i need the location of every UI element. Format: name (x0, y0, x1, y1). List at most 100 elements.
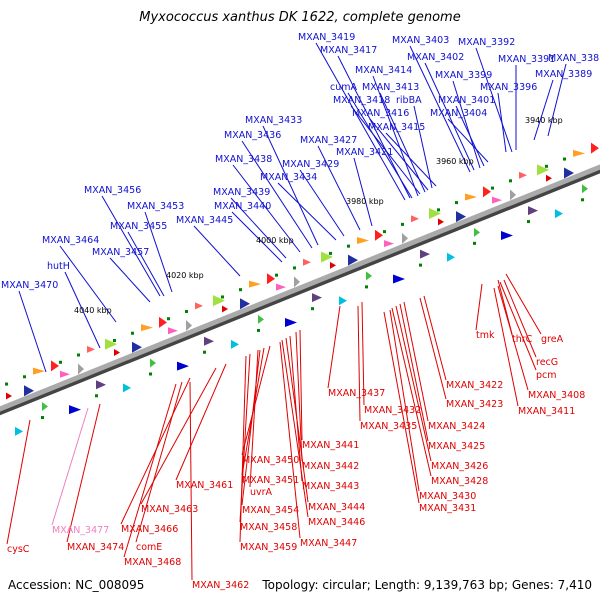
gene-label[interactable]: MXAN_3389 (535, 69, 592, 80)
leader-line (241, 349, 261, 506)
gene-label[interactable]: MXAN_3437 (328, 388, 385, 399)
gene-tile (69, 405, 81, 415)
gene-label[interactable]: MXAN_3434 (260, 172, 317, 183)
gene-label[interactable]: MXAN_3436 (224, 130, 281, 141)
gene-label[interactable]: MXAN_3413 (362, 82, 419, 93)
gene-label[interactable]: MXAN_3474 (67, 542, 124, 553)
gene-tile (537, 164, 549, 176)
gene-label[interactable]: MXAN_3459 (240, 542, 297, 553)
gene-label[interactable]: MXAN_3416 (352, 108, 409, 119)
gene-label[interactable]: MXAN_3399 (435, 70, 492, 81)
gene-tile (42, 402, 48, 412)
gene-label[interactable]: MXAN_3427 (300, 135, 357, 146)
gene-label[interactable]: MXAN_3442 (302, 461, 359, 472)
gene-label[interactable]: MXAN_3411 (518, 406, 575, 417)
gene-label[interactable]: hutH (47, 261, 70, 272)
gene-label[interactable]: MXAN_3408 (528, 390, 585, 401)
gene-label[interactable]: MXAN_3419 (298, 32, 355, 43)
leader-line (317, 145, 361, 231)
gene-label[interactable]: MXAN_3447 (300, 538, 357, 549)
gene-label[interactable]: cumA (330, 82, 357, 93)
gene-label[interactable]: MXAN_3430 (419, 491, 476, 502)
leader-line (497, 92, 507, 153)
gene-label[interactable]: MXAN_3470 (1, 280, 58, 291)
gene-label[interactable]: MXAN_3456 (84, 185, 141, 196)
leader-line (369, 118, 429, 191)
gene-label[interactable]: MXAN_3429 (282, 159, 339, 170)
gene-tile (528, 206, 538, 216)
gene-label[interactable]: MXAN_3424 (428, 421, 485, 432)
gene-label[interactable]: thrC (512, 334, 533, 345)
gene-label[interactable]: MXAN_3392 (458, 37, 515, 48)
gene-label[interactable]: MXAN_3457 (92, 247, 149, 258)
gene-label[interactable]: MXAN_3401 (438, 95, 495, 106)
gene-label[interactable]: MXAN_3422 (446, 380, 503, 391)
gene-label[interactable]: MXAN_3438 (215, 154, 272, 165)
gene-label[interactable]: recG (536, 357, 558, 368)
gene-label[interactable]: MXAN_3466 (121, 524, 178, 535)
leader-line (59, 245, 117, 323)
gene-label[interactable]: MXAN_3458 (240, 522, 297, 533)
leader-line (327, 305, 341, 389)
gene-label[interactable]: MXAN_3414 (355, 65, 412, 76)
gene-tile (501, 230, 513, 240)
gene-label[interactable]: MXAN_3423 (446, 399, 503, 410)
leader-line (455, 105, 485, 167)
gene-label[interactable]: MXAN_3402 (407, 52, 464, 63)
gene-label[interactable]: comE (136, 542, 162, 553)
gene-label[interactable]: uvrA (250, 487, 273, 498)
gene-label[interactable]: tmk (476, 330, 495, 341)
gene-label[interactable]: MXAN_3428 (431, 476, 488, 487)
gene-label[interactable]: ribBA (396, 95, 422, 106)
gene-label[interactable]: MXAN_3451 (242, 475, 299, 486)
gene-label[interactable]: MXAN_3433 (245, 115, 302, 126)
gene-label[interactable]: MXAN_3441 (302, 440, 359, 451)
gene-tile (96, 380, 106, 390)
gene-label[interactable]: MXAN_3464 (42, 235, 99, 246)
gene-label[interactable]: MXAN_3440 (214, 201, 271, 212)
gene-marker (5, 382, 8, 386)
gene-marker (473, 241, 476, 245)
gene-label[interactable]: MXAN_3439 (213, 187, 270, 198)
gene-label[interactable]: MXAN_3431 (419, 503, 476, 514)
gene-label[interactable]: MXAN_3432 (364, 405, 421, 416)
gene-label[interactable]: MXAN_3477 (52, 525, 109, 536)
gene-label[interactable]: MXAN_3444 (308, 502, 365, 513)
gene-label[interactable]: MXAN_3415 (368, 122, 425, 133)
gene-label[interactable]: MXAN_3450 (242, 455, 299, 466)
leader-line (493, 287, 519, 407)
gene-label[interactable]: MXAN_3468 (124, 557, 181, 568)
gene-label[interactable]: MXAN_3425 (428, 441, 485, 452)
gene-label[interactable]: MXAN_3462 (192, 580, 249, 591)
gene-label[interactable]: MXAN_3417 (320, 45, 377, 56)
gene-label[interactable]: MXAN_3463 (141, 504, 198, 515)
gene-label[interactable]: MXAN_3446 (308, 517, 365, 528)
gene-label[interactable]: MXAN_3387 (548, 53, 600, 64)
gene-tile (312, 293, 322, 303)
gene-label[interactable]: MXAN_3403 (392, 35, 449, 46)
gene-label[interactable]: MXAN_3435 (360, 421, 417, 432)
gene-label[interactable]: cysC (7, 544, 30, 555)
gene-label[interactable]: MXAN_3455 (110, 221, 167, 232)
gene-label[interactable]: MXAN_3391 (498, 54, 555, 65)
gene-label[interactable]: greA (541, 334, 564, 345)
gene-label[interactable]: MXAN_3461 (176, 480, 233, 491)
gene-label[interactable]: MXAN_3421 (336, 147, 393, 158)
gene-label[interactable]: MXAN_3404 (430, 108, 487, 119)
gene-label[interactable]: MXAN_3426 (431, 461, 488, 472)
gene-marker (257, 328, 260, 332)
gene-marker (311, 307, 314, 311)
gene-label[interactable]: MXAN_3418 (333, 95, 390, 106)
leader-line (452, 80, 481, 169)
gene-label[interactable]: MXAN_3454 (242, 505, 299, 516)
gene-label[interactable]: MXAN_3443 (302, 481, 359, 492)
gene-label[interactable]: MXAN_3396 (480, 82, 537, 93)
leader-line (353, 157, 373, 227)
gene-tile (177, 361, 189, 371)
gene-label[interactable]: pcm (536, 370, 557, 381)
gene-marker (203, 350, 206, 354)
gene-label[interactable]: MXAN_3445 (176, 215, 233, 226)
gene-marker (221, 295, 224, 299)
leader-line (350, 105, 421, 195)
gene-label[interactable]: MXAN_3453 (127, 201, 184, 212)
